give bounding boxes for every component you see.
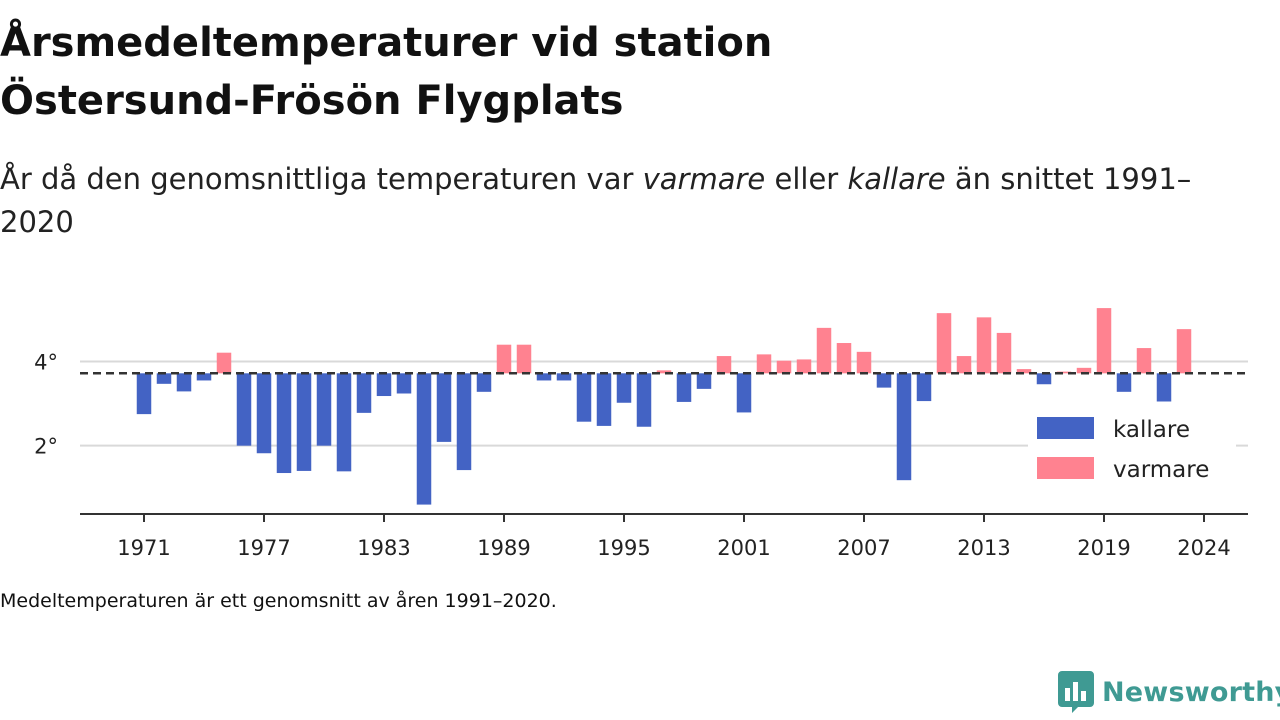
bar-colder [176, 373, 192, 392]
bar-warmer [216, 352, 232, 374]
bar-warmer [1136, 348, 1152, 374]
chart-title: Årsmedeltemperaturer vid station Östersu… [0, 14, 1000, 130]
bar-warmer [716, 356, 732, 374]
bar-warmer [656, 370, 672, 374]
bar-colder [1116, 373, 1132, 392]
bar-colder [676, 373, 692, 402]
bar-colder [916, 373, 932, 402]
bar-warmer [956, 356, 972, 374]
bar-colder [736, 373, 752, 413]
bar-colder [456, 373, 472, 471]
bar-warmer [816, 327, 832, 374]
footnote: Medeltemperaturen är ett genomsnitt av å… [0, 590, 557, 612]
subtitle-middle: eller [765, 162, 848, 196]
x-tick-label: 2007 [837, 536, 890, 560]
bar-warmer [756, 354, 772, 374]
bar-warmer [1176, 329, 1192, 374]
x-tick-label: 1995 [597, 536, 650, 560]
legend-swatch-cold [1037, 417, 1094, 439]
bar-warmer [1016, 369, 1032, 374]
bar-warmer [776, 360, 792, 374]
chart-bubble-logo-icon [1058, 671, 1094, 713]
x-tick-label: 2001 [717, 536, 770, 560]
bar-warmer [1076, 367, 1092, 374]
x-tick-label: 1989 [477, 536, 530, 560]
legend-label-cold: kallare [1113, 417, 1190, 443]
bar-colder [556, 373, 572, 381]
bar-warmer [976, 317, 992, 374]
bars [136, 308, 1192, 505]
bar-warmer [496, 344, 512, 374]
temperature-bar-chart: 2° 4° 1971 1977 1983 1989 1995 2001 2007 2013 201… [34, 308, 1248, 560]
bar-colder [316, 373, 332, 446]
bar-colder [476, 373, 492, 392]
x-tick-label: 2024 [1177, 536, 1230, 560]
bar-colder [256, 373, 272, 454]
bar-colder [896, 373, 912, 481]
bar-colder [336, 373, 352, 472]
bar-colder [356, 373, 372, 413]
subtitle-prefix: År då den genomsnittliga temperaturen va… [0, 162, 643, 196]
brand-logo: Newsworthy [1058, 670, 1280, 714]
bar-colder [636, 373, 652, 427]
subtitle-colder: kallare [847, 162, 946, 196]
subtitle-warmer: varmare [642, 162, 766, 196]
bar-colder [876, 373, 892, 388]
x-tick-label: 2013 [957, 536, 1010, 560]
legend: kallare varmare [1028, 405, 1236, 495]
bar-colder [1036, 373, 1052, 385]
x-axis-ticks: 1971 1977 1983 1989 1995 2001 2007 2013 2019 2024 [117, 514, 1231, 560]
bar-warmer [1096, 308, 1112, 374]
bar-colder [416, 373, 432, 505]
chart-title-line-2: Östersund-Frösön Flygplats [0, 78, 624, 124]
bar-warmer [836, 343, 852, 374]
bar-colder [596, 373, 612, 426]
bar-colder [236, 373, 252, 446]
x-tick-label: 1977 [237, 536, 290, 560]
bar-colder [296, 373, 312, 471]
legend-label-warm: varmare [1113, 457, 1209, 483]
y-axis-ticks: 2° 4° [34, 351, 58, 459]
x-tick-label: 1983 [357, 536, 410, 560]
bar-warmer [516, 344, 532, 374]
bar-colder [396, 373, 412, 394]
x-tick-label: 2019 [1077, 536, 1130, 560]
subtitle-suffix: än snittet 1991–2020 [0, 162, 1192, 239]
legend-swatch-warm [1037, 457, 1094, 479]
bar-warmer [996, 332, 1012, 374]
bar-colder [616, 373, 632, 403]
y-tick-label: 4° [34, 351, 58, 375]
bar-colder [576, 373, 592, 422]
bar-colder [156, 373, 172, 384]
bar-colder [1156, 373, 1172, 402]
bar-colder [376, 373, 392, 397]
y-tick-label: 2° [34, 435, 58, 459]
x-tick-label: 1971 [117, 536, 170, 560]
bar-warmer [936, 313, 952, 374]
bar-warmer [856, 351, 872, 374]
bar-colder [276, 373, 292, 474]
bar-colder [436, 373, 452, 442]
bar-warmer [1056, 371, 1072, 374]
bar-colder [196, 373, 212, 381]
bar-colder [696, 373, 712, 389]
bar-colder [536, 373, 552, 381]
chart-title-line-1: Årsmedeltemperaturer vid station [0, 20, 773, 66]
chart-subtitle: År då den genomsnittliga temperaturen va… [0, 158, 1230, 244]
bar-warmer [796, 359, 812, 374]
brand-name: Newsworthy [1102, 676, 1280, 708]
bar-colder [136, 373, 152, 415]
